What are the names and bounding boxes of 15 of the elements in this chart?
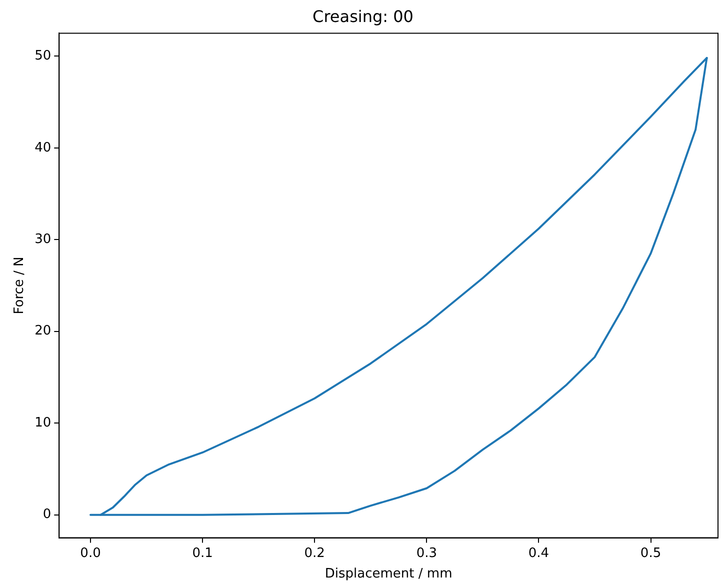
y-tick-label: 40 — [34, 140, 52, 156]
y-tick-label: 30 — [34, 232, 52, 247]
x-tick-label: 0.0 — [80, 546, 101, 561]
y-axis-title: Force / N — [12, 256, 28, 314]
x-tick-label: 0.3 — [416, 546, 438, 561]
x-tick-label: 0.1 — [192, 546, 213, 561]
x-tick-label: 0.2 — [304, 546, 325, 561]
y-tick-label: 0 — [42, 507, 52, 522]
chart-title: Creasing: 00 — [312, 6, 414, 26]
y-tick-label: 20 — [34, 324, 52, 339]
y-tick-label: 10 — [34, 415, 52, 430]
y-tick-label: 50 — [34, 48, 52, 64]
x-axis-title: Displacement / mm — [324, 566, 452, 582]
x-tick-label: 0.4 — [528, 546, 550, 561]
x-tick-label: 0.5 — [640, 546, 662, 561]
